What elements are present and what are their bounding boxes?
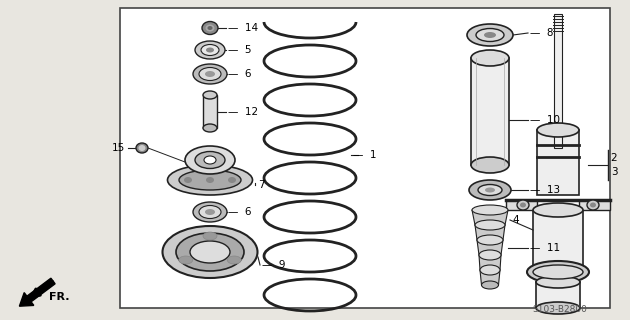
Text: 3: 3 (610, 167, 617, 177)
Ellipse shape (517, 200, 529, 210)
Ellipse shape (537, 123, 579, 137)
Ellipse shape (481, 281, 498, 289)
Ellipse shape (590, 203, 596, 207)
Ellipse shape (202, 21, 218, 35)
Ellipse shape (228, 177, 236, 183)
Text: FR.: FR. (49, 292, 69, 302)
Ellipse shape (195, 151, 225, 169)
Ellipse shape (195, 41, 225, 59)
Ellipse shape (587, 200, 599, 210)
Ellipse shape (471, 157, 509, 173)
Ellipse shape (203, 124, 217, 132)
Ellipse shape (479, 250, 501, 260)
Ellipse shape (536, 302, 580, 314)
Text: —  10: — 10 (530, 115, 560, 125)
Polygon shape (472, 210, 508, 225)
Ellipse shape (484, 32, 496, 38)
Ellipse shape (203, 91, 217, 99)
Ellipse shape (179, 170, 241, 190)
Text: 2: 2 (610, 153, 617, 163)
Polygon shape (480, 270, 500, 285)
Ellipse shape (179, 256, 193, 264)
Text: —  6: — 6 (228, 207, 251, 217)
Polygon shape (479, 255, 501, 270)
Ellipse shape (176, 233, 244, 271)
Ellipse shape (205, 209, 215, 215)
Ellipse shape (199, 68, 221, 81)
Ellipse shape (193, 64, 227, 84)
Ellipse shape (199, 205, 221, 219)
Text: —  9: — 9 (262, 260, 285, 270)
Ellipse shape (475, 220, 505, 230)
Ellipse shape (527, 261, 589, 283)
Bar (120, 8, 610, 308)
Ellipse shape (184, 177, 192, 183)
Polygon shape (477, 240, 503, 255)
Text: —  8: — 8 (530, 28, 554, 38)
Ellipse shape (536, 276, 580, 288)
Text: 7: 7 (258, 180, 265, 190)
Text: —  6: — 6 (228, 69, 251, 79)
Ellipse shape (190, 241, 230, 263)
Ellipse shape (467, 24, 513, 46)
Text: 15: 15 (112, 143, 125, 153)
Ellipse shape (139, 145, 146, 151)
Ellipse shape (476, 28, 504, 42)
Ellipse shape (185, 146, 235, 174)
Bar (533, 210, 583, 272)
Ellipse shape (206, 177, 214, 183)
Text: —  13: — 13 (530, 185, 560, 195)
Text: —  14: — 14 (228, 23, 258, 33)
Polygon shape (579, 200, 610, 210)
Ellipse shape (478, 185, 502, 196)
Ellipse shape (469, 180, 511, 200)
Text: S103-B2800: S103-B2800 (532, 305, 587, 314)
Ellipse shape (203, 232, 217, 240)
Polygon shape (506, 200, 537, 210)
Ellipse shape (205, 25, 214, 31)
FancyArrow shape (20, 278, 55, 306)
Ellipse shape (204, 156, 216, 164)
Text: —  5: — 5 (228, 45, 251, 55)
Polygon shape (475, 225, 505, 240)
Text: 4: 4 (512, 215, 518, 225)
Ellipse shape (485, 188, 495, 193)
Text: —  11: — 11 (530, 243, 560, 253)
Bar (537, 130, 579, 195)
Ellipse shape (205, 71, 215, 77)
Ellipse shape (206, 47, 214, 52)
Text: —  12: — 12 (228, 107, 258, 117)
Bar (471, 58, 509, 165)
Ellipse shape (227, 256, 241, 264)
Ellipse shape (533, 203, 583, 217)
Ellipse shape (520, 203, 526, 207)
Ellipse shape (201, 44, 219, 55)
Ellipse shape (477, 235, 503, 245)
Ellipse shape (163, 226, 258, 278)
Ellipse shape (471, 50, 509, 66)
Ellipse shape (472, 205, 508, 215)
Ellipse shape (480, 265, 500, 275)
Ellipse shape (136, 143, 148, 153)
Ellipse shape (193, 202, 227, 222)
Bar (536, 282, 580, 308)
Ellipse shape (168, 165, 253, 195)
Bar (203, 95, 217, 128)
Bar (554, 14, 562, 148)
Ellipse shape (533, 265, 583, 279)
Text: —  1: — 1 (353, 150, 377, 160)
Ellipse shape (207, 26, 212, 30)
